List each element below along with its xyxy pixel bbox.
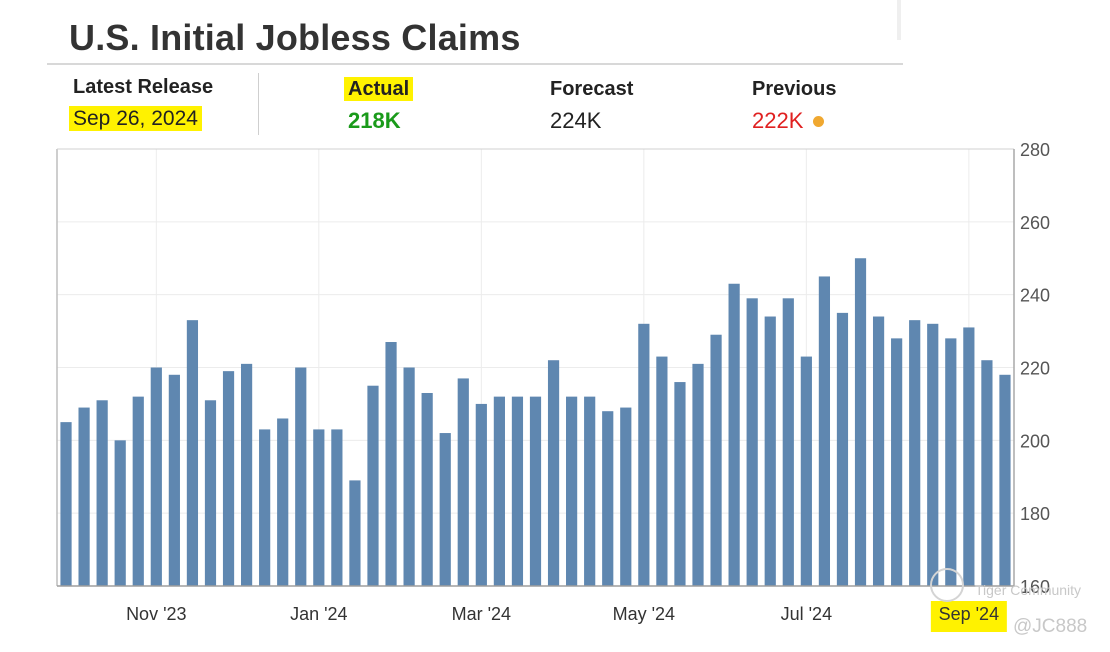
bar	[800, 356, 812, 586]
bar	[204, 400, 217, 586]
forecast-label: Forecast	[550, 78, 634, 100]
bar	[277, 418, 289, 586]
bar	[385, 342, 397, 586]
bar	[295, 367, 307, 586]
x-tick-label: Jul '24	[781, 604, 832, 624]
bar	[674, 382, 686, 586]
x-tick-label: May '24	[613, 604, 675, 624]
bar	[331, 429, 343, 586]
bar	[927, 323, 939, 586]
bar	[132, 396, 144, 586]
summary-divider	[258, 73, 259, 135]
previous-value: 222K	[752, 108, 825, 134]
y-tick-label: 220	[1020, 359, 1050, 379]
bar	[114, 440, 126, 586]
bar	[222, 371, 235, 586]
bar	[475, 403, 487, 586]
bar	[872, 316, 885, 586]
y-tick-label: 280	[1020, 140, 1050, 160]
bar	[818, 276, 831, 586]
y-tick-label: 180	[1020, 504, 1050, 524]
bar	[584, 396, 596, 586]
bar	[529, 396, 542, 586]
bar	[367, 385, 379, 586]
forecast-value: 224K	[550, 108, 602, 133]
y-tick-label: 260	[1020, 213, 1050, 233]
bar	[60, 422, 72, 586]
bar	[78, 407, 90, 586]
x-tick-highlight	[930, 601, 1007, 632]
bar	[150, 367, 162, 586]
bar	[313, 429, 325, 586]
bar	[620, 407, 632, 586]
bar	[439, 433, 451, 586]
bar	[891, 338, 903, 586]
bar	[566, 396, 578, 586]
bar	[981, 360, 993, 586]
bar	[421, 392, 433, 586]
bar	[656, 356, 668, 586]
bar	[746, 298, 758, 586]
latest-release-date-text: Sep 26, 2024	[69, 106, 202, 131]
y-tick-label: 200	[1020, 431, 1050, 451]
bar	[963, 327, 975, 586]
bar	[638, 323, 650, 586]
bar	[945, 338, 957, 586]
bar	[728, 283, 740, 586]
bar	[493, 396, 505, 586]
actual-label: Actual	[344, 77, 414, 101]
previous-value-text: 222K	[752, 108, 804, 133]
bar	[836, 312, 849, 586]
bar	[547, 360, 560, 586]
bar	[240, 363, 253, 586]
bar	[692, 363, 704, 586]
bar	[96, 400, 108, 586]
bar	[403, 367, 415, 586]
bar	[259, 429, 271, 586]
actual-value: 218K	[348, 108, 401, 133]
actual-label-text: Actual	[344, 77, 414, 101]
bar	[511, 396, 524, 586]
latest-release-label: Latest Release	[73, 76, 214, 98]
bar	[710, 334, 722, 586]
x-tick-label: Sep '24	[939, 604, 1000, 624]
previous-status-dot-icon	[813, 116, 825, 127]
page-title: U.S. Initial Jobless Claims	[69, 17, 521, 58]
x-tick-label: Jan '24	[290, 604, 347, 624]
bar	[186, 320, 199, 586]
watermark-community: Tiger Community	[975, 582, 1082, 598]
bar	[764, 316, 776, 586]
previous-label: Previous	[752, 78, 837, 100]
bar	[909, 320, 921, 586]
bar	[854, 258, 867, 586]
title-divider	[47, 63, 903, 65]
x-tick-label: Mar '24	[452, 604, 511, 624]
tiger-logo-icon	[930, 568, 964, 602]
watermark-handle: @JC888	[1013, 616, 1088, 637]
panel-edge	[897, 0, 901, 40]
bar	[349, 480, 361, 586]
bar	[168, 374, 180, 586]
bar	[602, 411, 614, 586]
latest-release-date: Sep 26, 2024	[69, 106, 202, 131]
y-tick-label: 240	[1020, 286, 1050, 306]
y-tick-label: 160	[1020, 577, 1050, 597]
bar	[782, 298, 794, 586]
x-tick-label: Nov '23	[126, 604, 186, 624]
bar	[999, 374, 1011, 586]
bar	[457, 378, 469, 586]
